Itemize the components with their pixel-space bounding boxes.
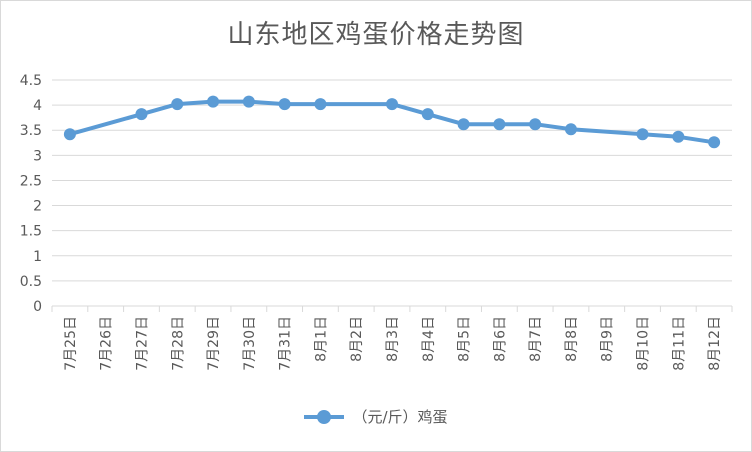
x-tick-label: 8月7日 <box>528 316 544 362</box>
gridlines <box>51 79 733 312</box>
data-point <box>135 108 148 121</box>
x-tick-label: 8月12日 <box>707 316 723 371</box>
x-tick-label: 8月11日 <box>671 316 687 371</box>
x-tick-label: 8月3日 <box>385 316 401 362</box>
x-tick-label: 8月6日 <box>492 316 508 362</box>
data-point <box>278 98 291 111</box>
series-layer <box>63 95 721 149</box>
data-point <box>314 98 327 111</box>
x-tick-label: 7月31日 <box>278 316 294 371</box>
y-tick-label: 3 <box>33 148 42 164</box>
x-tick-label: 8月2日 <box>349 316 365 362</box>
data-point <box>63 128 76 141</box>
chart-title: 山东地区鸡蛋价格走势图 <box>227 20 525 50</box>
data-point <box>636 128 649 141</box>
data-point <box>207 95 220 108</box>
y-tick-label: 4.5 <box>20 73 42 89</box>
y-tick-label: 0.5 <box>20 274 42 290</box>
y-tick-label: 1.5 <box>20 224 42 240</box>
legend-marker <box>304 409 345 424</box>
data-point <box>457 118 470 131</box>
data-point <box>672 130 685 143</box>
x-tick-label: 8月5日 <box>457 316 473 362</box>
y-tick-label: 4 <box>33 98 42 114</box>
x-axis-ticks: 7月25日 7月26日 7月27日 7月28日 7月29日 7月30日 7月31日 8月1日 8… <box>63 316 723 371</box>
data-point <box>564 123 577 136</box>
x-tick-label: 7月27日 <box>134 316 150 371</box>
y-tick-label: 2.5 <box>20 173 42 189</box>
data-point <box>708 136 721 149</box>
data-point <box>529 118 542 131</box>
x-tick-label: 7月30日 <box>242 316 258 371</box>
x-tick-label: 7月25日 <box>63 316 79 371</box>
x-tick-label: 7月26日 <box>99 316 115 371</box>
legend: （元/斤）鸡蛋 <box>0 406 752 427</box>
y-tick-label: 0 <box>33 299 42 315</box>
data-point <box>493 118 506 131</box>
data-point <box>421 108 434 121</box>
x-tick-label: 8月4日 <box>421 316 437 362</box>
data-point <box>242 95 255 108</box>
data-point <box>386 98 398 111</box>
x-tick-label: 7月29日 <box>206 316 222 371</box>
y-tick-label: 3.5 <box>20 123 42 139</box>
y-tick-label: 1 <box>33 249 42 265</box>
x-tick-label: 8月1日 <box>313 316 329 362</box>
legend-label: （元/斤）鸡蛋 <box>352 408 448 426</box>
x-tick-label: 8月10日 <box>636 316 652 371</box>
x-tick-label: 7月28日 <box>170 316 186 371</box>
x-tick-label: 8月9日 <box>600 316 616 362</box>
y-tick-label: 2 <box>33 199 42 215</box>
y-axis-ticks: 0 0.5 1 1.5 2 2.5 3 3.5 4 4.5 <box>20 73 42 315</box>
x-tick-label: 8月8日 <box>564 316 580 362</box>
data-point <box>171 98 184 111</box>
series-line <box>69 99 715 145</box>
